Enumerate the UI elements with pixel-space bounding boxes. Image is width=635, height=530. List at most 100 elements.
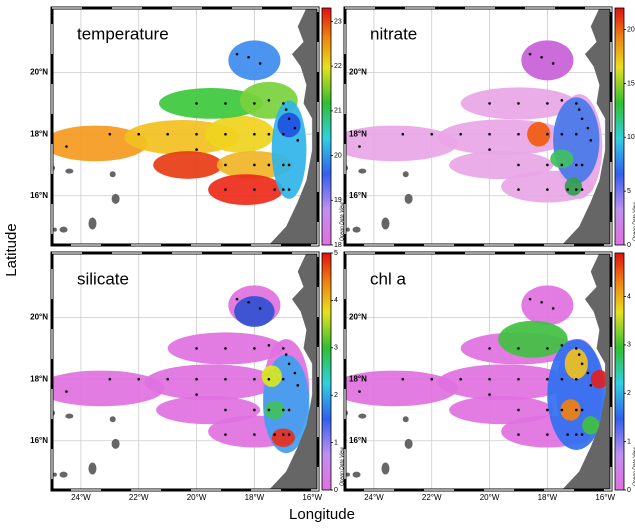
station [560,377,564,381]
station [358,390,361,393]
station [575,132,578,136]
station [235,52,239,56]
field-patch [261,365,282,387]
map-area [52,253,318,490]
station [546,188,549,191]
field-patch [144,364,278,401]
island [65,168,74,174]
colorbar [614,7,625,246]
map-frame-dash [344,7,612,246]
island [65,413,74,419]
colorbar-tick-label: 10 [627,134,635,141]
island [109,416,116,423]
lat-tick-label: 18°N [349,129,367,138]
map-panel: temperature 16°N 18°N 20°N 18 19 20 21 22 23 Ocean… [30,6,345,249]
colorbar [321,252,332,491]
lat-tick-label: 16°N [349,191,367,200]
colorbar-tick-label: 22 [334,63,342,70]
station [108,377,112,381]
field-patch [553,97,600,184]
lon-tick-label: 20°W [187,493,207,502]
island [352,226,361,233]
station [65,145,68,148]
station [195,393,198,396]
station [253,102,256,105]
island [381,217,390,230]
colorbar [321,7,332,246]
station [528,297,532,301]
y-axis-label: Latitude [3,223,20,276]
station [267,132,271,136]
lat-tick-label: 20°N [349,313,367,322]
station [296,384,300,387]
lon-tick-label: 20°W [480,493,500,502]
field-patch [582,416,600,435]
station [235,297,239,301]
field-patch [527,121,551,147]
station [282,188,285,191]
land [561,8,611,245]
colorbar-tick-label: 2 [334,392,338,399]
field-patch [437,119,571,156]
map-frame-dash [51,7,319,246]
station [253,377,256,381]
field-patch [564,348,588,380]
field-patch [550,149,574,169]
station [517,347,520,350]
island [88,462,97,475]
field-patch [52,125,148,162]
colorbar-tick-label: 0 [334,487,338,494]
station [575,163,578,167]
station [589,139,593,142]
station [267,344,271,347]
station [580,408,584,412]
station [580,433,584,436]
station [253,132,256,136]
colorbar-tick-label: 1 [627,438,631,445]
station [560,344,564,347]
station [287,188,291,191]
station [517,408,520,412]
island [345,227,350,232]
panel-title: temperature [77,24,169,43]
station [358,145,361,148]
field-patch [208,174,284,205]
island [52,227,57,232]
station [551,62,555,65]
station [282,132,285,136]
station [282,433,285,436]
station [247,300,250,304]
x-axis-label: Longitude [289,506,355,523]
station [459,132,462,136]
colorbar-tick-label: 20 [627,26,635,33]
station [195,347,198,350]
station [517,132,520,136]
island [381,462,390,475]
station [577,108,581,111]
map-panel: nitrate 16°N 18°N 20°N 0 5 10 15 20 Ocean Data Vi… [343,6,635,249]
colorbar-tick-label: 15 [627,80,635,87]
station [287,362,291,366]
island [345,472,350,477]
station [546,132,549,136]
station [540,55,543,59]
station [580,188,584,191]
lon-tick-label: 24°W [364,493,384,502]
station [137,132,141,136]
station [273,188,276,191]
field-patch [564,177,583,196]
station [459,377,462,381]
map-panel: silicate 16°N 18°N 20°N 24°W 22°W 20°W 18°W 16°W… [30,250,345,502]
station [430,377,434,381]
field-patch [521,40,574,81]
station [224,347,227,350]
island [352,471,361,478]
panel-title: silicate [77,269,129,288]
station [577,353,581,356]
station [267,99,271,102]
island [111,438,120,449]
station [528,52,532,56]
station [267,408,271,412]
station [546,408,549,412]
